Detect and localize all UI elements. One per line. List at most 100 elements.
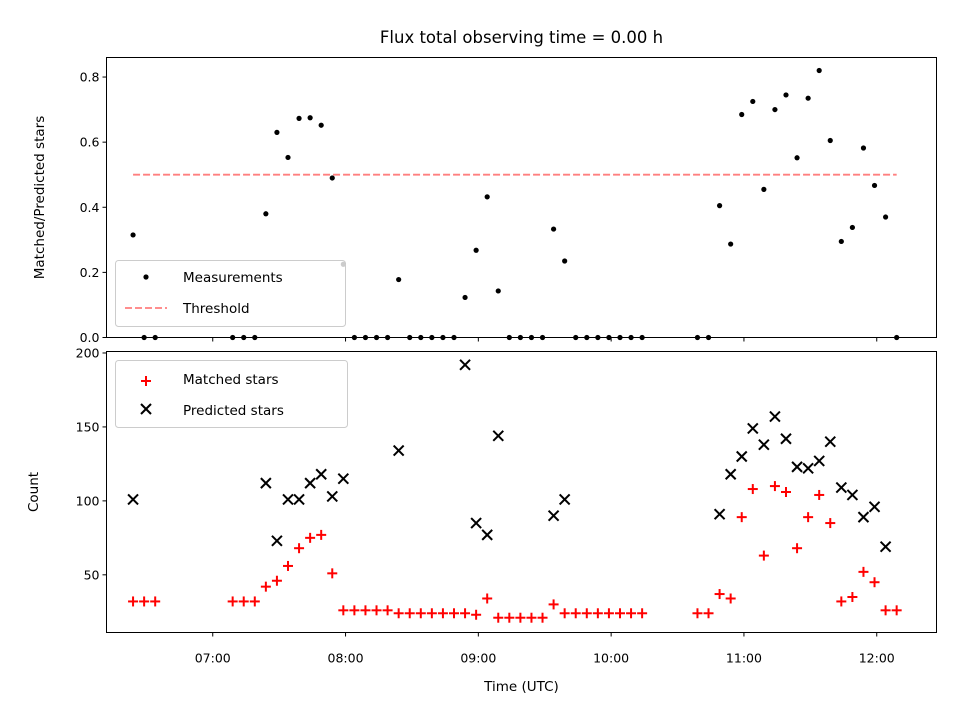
matched-point [349,605,360,616]
measurement-point [274,129,280,135]
predicted-point [846,489,859,501]
predicted-point [824,436,836,448]
measurement-point [739,111,745,118]
predicted-point [736,450,748,463]
matched-point [592,608,603,619]
measurement-point [285,154,291,161]
predicted-point [470,517,482,529]
count-panel-x-ticks: 07:00 08:00 09:00 10:00 11:00 12:00 [195,632,895,666]
matched-point [736,512,747,523]
matched-point [570,608,581,619]
measurement-point [296,115,302,121]
count-panel-frame [106,351,937,633]
predicted-point [868,501,881,513]
legend-threshold-label: Threshold [182,301,250,317]
ratio-panel: 0.00.20.40.60.8 Matched/Predicted stars … [32,57,937,345]
matched-point [150,596,161,607]
measurement-point [816,67,822,74]
matched-point [581,608,592,619]
matched-point [880,605,891,616]
matched-point [614,608,625,619]
predicted-point [791,461,803,473]
predicted-point [337,472,350,485]
predicted-point [857,511,870,523]
matched-point [327,568,338,579]
measurement-point [882,214,889,220]
predicted-point [260,477,272,489]
predicted-point [492,430,504,442]
y-tick-label: 0.2 [80,265,100,280]
matched-point [382,605,393,616]
matched-point [227,596,238,607]
matched-point [139,596,150,607]
y-tick-label: 200 [76,345,100,360]
matched-point [747,484,758,495]
predicted-point [326,490,338,503]
measurement-point [871,182,878,189]
x-tick-label: 09:00 [460,651,496,666]
measurement-point [783,92,789,98]
measurement-point [860,145,867,151]
matched-point [891,605,902,616]
matched-point [637,608,648,619]
matched-point [271,575,282,586]
matched-point [360,605,371,616]
measurement-point [130,232,136,238]
matched-point [448,608,459,619]
measurement-point [329,175,335,181]
predicted-point [558,493,571,506]
matched-point [471,609,482,620]
predicted-point [127,493,139,506]
matched-point [515,612,526,623]
measurement-point [728,241,734,247]
matched-point [792,543,803,554]
predicted-point [835,481,848,494]
predicted-point [315,468,327,480]
matched-point [526,612,537,623]
legend-predicted-label: Predicted stars [183,403,284,419]
measurement-point [562,258,568,264]
matched-point [559,608,570,619]
y-tick-label: 0.0 [80,330,100,345]
measurement-point [849,224,855,231]
matched-point [725,593,736,604]
matched-point [504,612,515,623]
y-tick-label: 0.6 [80,135,100,150]
predicted-point [481,529,493,541]
measurement-point [462,294,468,301]
predicted-point [713,508,726,520]
x-axis-label: Time (UTC) [483,679,559,695]
matched-point [238,596,249,607]
matched-point [493,612,504,623]
matched-point [437,608,448,619]
predicted-point [724,468,737,480]
y-tick-label: 100 [76,493,100,508]
predicted-point [780,433,792,445]
matched-point [415,608,426,619]
x-tick-label: 11:00 [726,651,762,666]
matched-point [626,608,637,619]
matched-point [371,605,382,616]
predicted-point [802,462,814,475]
legend-box [115,360,348,428]
predicted-point [293,493,305,506]
predicted-point [282,493,294,506]
y-tick-label: 0.4 [80,200,100,215]
ratio-panel-y-ticks: 0.0 0.2 0.4 0.6 0.8 [80,70,107,345]
matched-point [282,560,293,571]
measurement-point [473,247,479,253]
predicted-point [271,535,283,547]
matched-point [780,487,791,497]
matched-point [404,608,415,619]
matched-point [426,608,437,619]
measurement-point [550,226,557,232]
matched-point [548,599,559,610]
x-tick-label: 12:00 [859,651,895,666]
matched-point [758,550,769,561]
measurement-point [805,95,811,101]
count-panel-y-label: Count [26,472,42,512]
predicted-point [879,541,892,553]
matched-point [714,589,725,600]
x-tick-label: 08:00 [328,651,364,666]
measurement-point [495,288,501,294]
